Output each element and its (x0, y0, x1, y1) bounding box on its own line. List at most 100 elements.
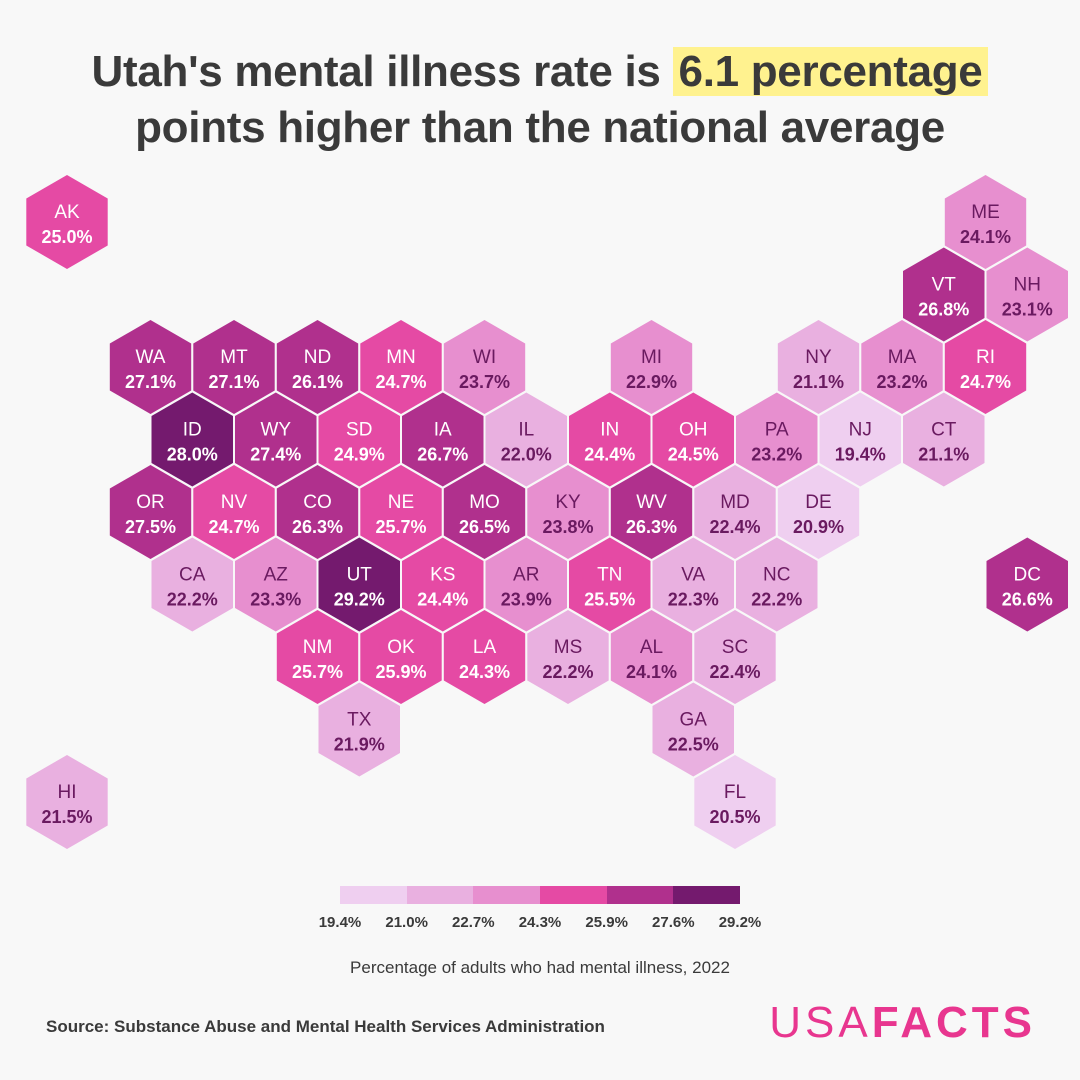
state-value: 22.2% (751, 590, 802, 610)
state-abbr: VA (681, 565, 705, 586)
legend-swatch (606, 886, 674, 904)
state-value: 22.2% (167, 590, 218, 610)
state-tile-la: LA 24.3% (443, 610, 526, 704)
state-abbr: IA (434, 420, 452, 441)
state-tile-sd: SD 24.9% (318, 392, 400, 487)
state-hex (652, 682, 734, 777)
state-abbr: ME (971, 202, 1000, 223)
state-value: 22.9% (626, 372, 677, 392)
state-value: 23.2% (751, 445, 802, 465)
state-tile-nv: NV 24.7% (193, 465, 275, 559)
state-tile-wi: WI 23.7% (443, 320, 526, 414)
state-hex (485, 392, 567, 487)
state-value: 25.9% (375, 662, 426, 682)
state-hex (151, 392, 233, 487)
state-hex (652, 392, 734, 487)
state-tile-hi: HI 21.5% (26, 755, 108, 849)
color-legend (340, 886, 741, 904)
state-hex (610, 465, 693, 559)
state-value: 22.4% (709, 662, 760, 682)
state-tile-in: IN 24.4% (569, 392, 651, 487)
state-abbr: TN (597, 565, 622, 586)
state-tile-nh: NH 23.1% (986, 247, 1068, 342)
state-value: 24.9% (334, 445, 385, 465)
state-value: 19.4% (835, 445, 886, 465)
source-note: Source: Substance Abuse and Mental Healt… (46, 1017, 605, 1036)
state-tile-nc: NC 22.2% (736, 537, 818, 632)
state-value: 27.5% (125, 517, 176, 537)
state-hex (360, 610, 442, 704)
state-value: 24.3% (459, 662, 510, 682)
state-hex (193, 465, 275, 559)
state-abbr: IN (600, 420, 619, 441)
state-hex (109, 465, 192, 559)
state-tile-wa: WA 27.1% (109, 320, 192, 414)
state-hex (652, 537, 734, 632)
legend-swatch (673, 886, 741, 904)
state-abbr: OH (679, 420, 708, 441)
state-hex (26, 755, 108, 849)
state-tile-az: AZ 23.3% (235, 537, 317, 632)
state-abbr: AK (54, 202, 80, 223)
state-tile-ks: KS 24.4% (402, 537, 484, 632)
state-value: 28.0% (167, 445, 218, 465)
state-hex (610, 320, 693, 414)
state-tile-ca: CA 22.2% (151, 537, 233, 632)
state-tile-oh: OH 24.5% (652, 392, 734, 487)
state-value: 22.4% (709, 517, 760, 537)
state-abbr: MN (386, 347, 416, 368)
state-abbr: AL (640, 637, 663, 658)
state-hex (443, 320, 526, 414)
usafacts-logo: USAFACTS (769, 998, 1036, 1047)
title-line-2: points higher than the national average (135, 103, 945, 152)
state-value: 23.9% (501, 590, 552, 610)
state-abbr: NJ (849, 420, 872, 441)
legend-tick: 21.0% (385, 914, 428, 931)
state-tile-de: DE 20.9% (777, 465, 860, 559)
state-tile-wv: WV 26.3% (610, 465, 693, 559)
state-value: 21.1% (918, 445, 969, 465)
state-abbr: CO (303, 492, 332, 513)
state-hex (360, 465, 442, 559)
legend-tick: 25.9% (585, 914, 628, 931)
state-hex (276, 320, 359, 414)
state-abbr: WY (260, 420, 291, 441)
state-tile-ut: UT 29.2% (318, 537, 400, 632)
state-abbr: HI (58, 782, 77, 803)
state-abbr: ID (183, 420, 202, 441)
state-abbr: OR (136, 492, 165, 513)
state-hex (819, 392, 901, 487)
state-abbr: NV (221, 492, 248, 513)
state-abbr: MA (888, 347, 917, 368)
state-value: 29.2% (334, 590, 385, 610)
state-abbr: MD (720, 492, 750, 513)
legend-tick: 29.2% (718, 914, 762, 931)
state-hex (443, 465, 526, 559)
state-tile-ri: RI 24.7% (944, 320, 1027, 414)
state-tile-ct: CT 21.1% (903, 392, 985, 487)
state-tile-ms: MS 22.2% (527, 610, 609, 704)
state-value: 25.0% (41, 227, 92, 247)
state-abbr: WA (136, 347, 166, 368)
state-tile-id: ID 28.0% (151, 392, 233, 487)
state-abbr: NM (303, 637, 333, 658)
state-hex (986, 247, 1068, 342)
state-value: 22.3% (668, 590, 719, 610)
state-tile-al: AL 24.1% (610, 610, 693, 704)
state-tile-mi: MI 22.9% (610, 320, 693, 414)
state-value: 21.1% (793, 372, 844, 392)
title-line-1-start: Utah's mental illness rate is (91, 47, 673, 96)
state-hex (903, 392, 985, 487)
state-hex (944, 175, 1027, 269)
state-value: 23.7% (459, 372, 510, 392)
state-value: 24.1% (626, 662, 677, 682)
state-value: 22.0% (501, 445, 552, 465)
state-hex (736, 392, 818, 487)
state-abbr: MI (641, 347, 662, 368)
state-abbr: UT (347, 565, 373, 586)
state-tile-nm: NM 25.7% (276, 610, 359, 704)
state-hex (318, 392, 400, 487)
state-hex (944, 320, 1027, 414)
state-abbr: CT (931, 420, 957, 441)
state-abbr: VT (932, 275, 957, 296)
